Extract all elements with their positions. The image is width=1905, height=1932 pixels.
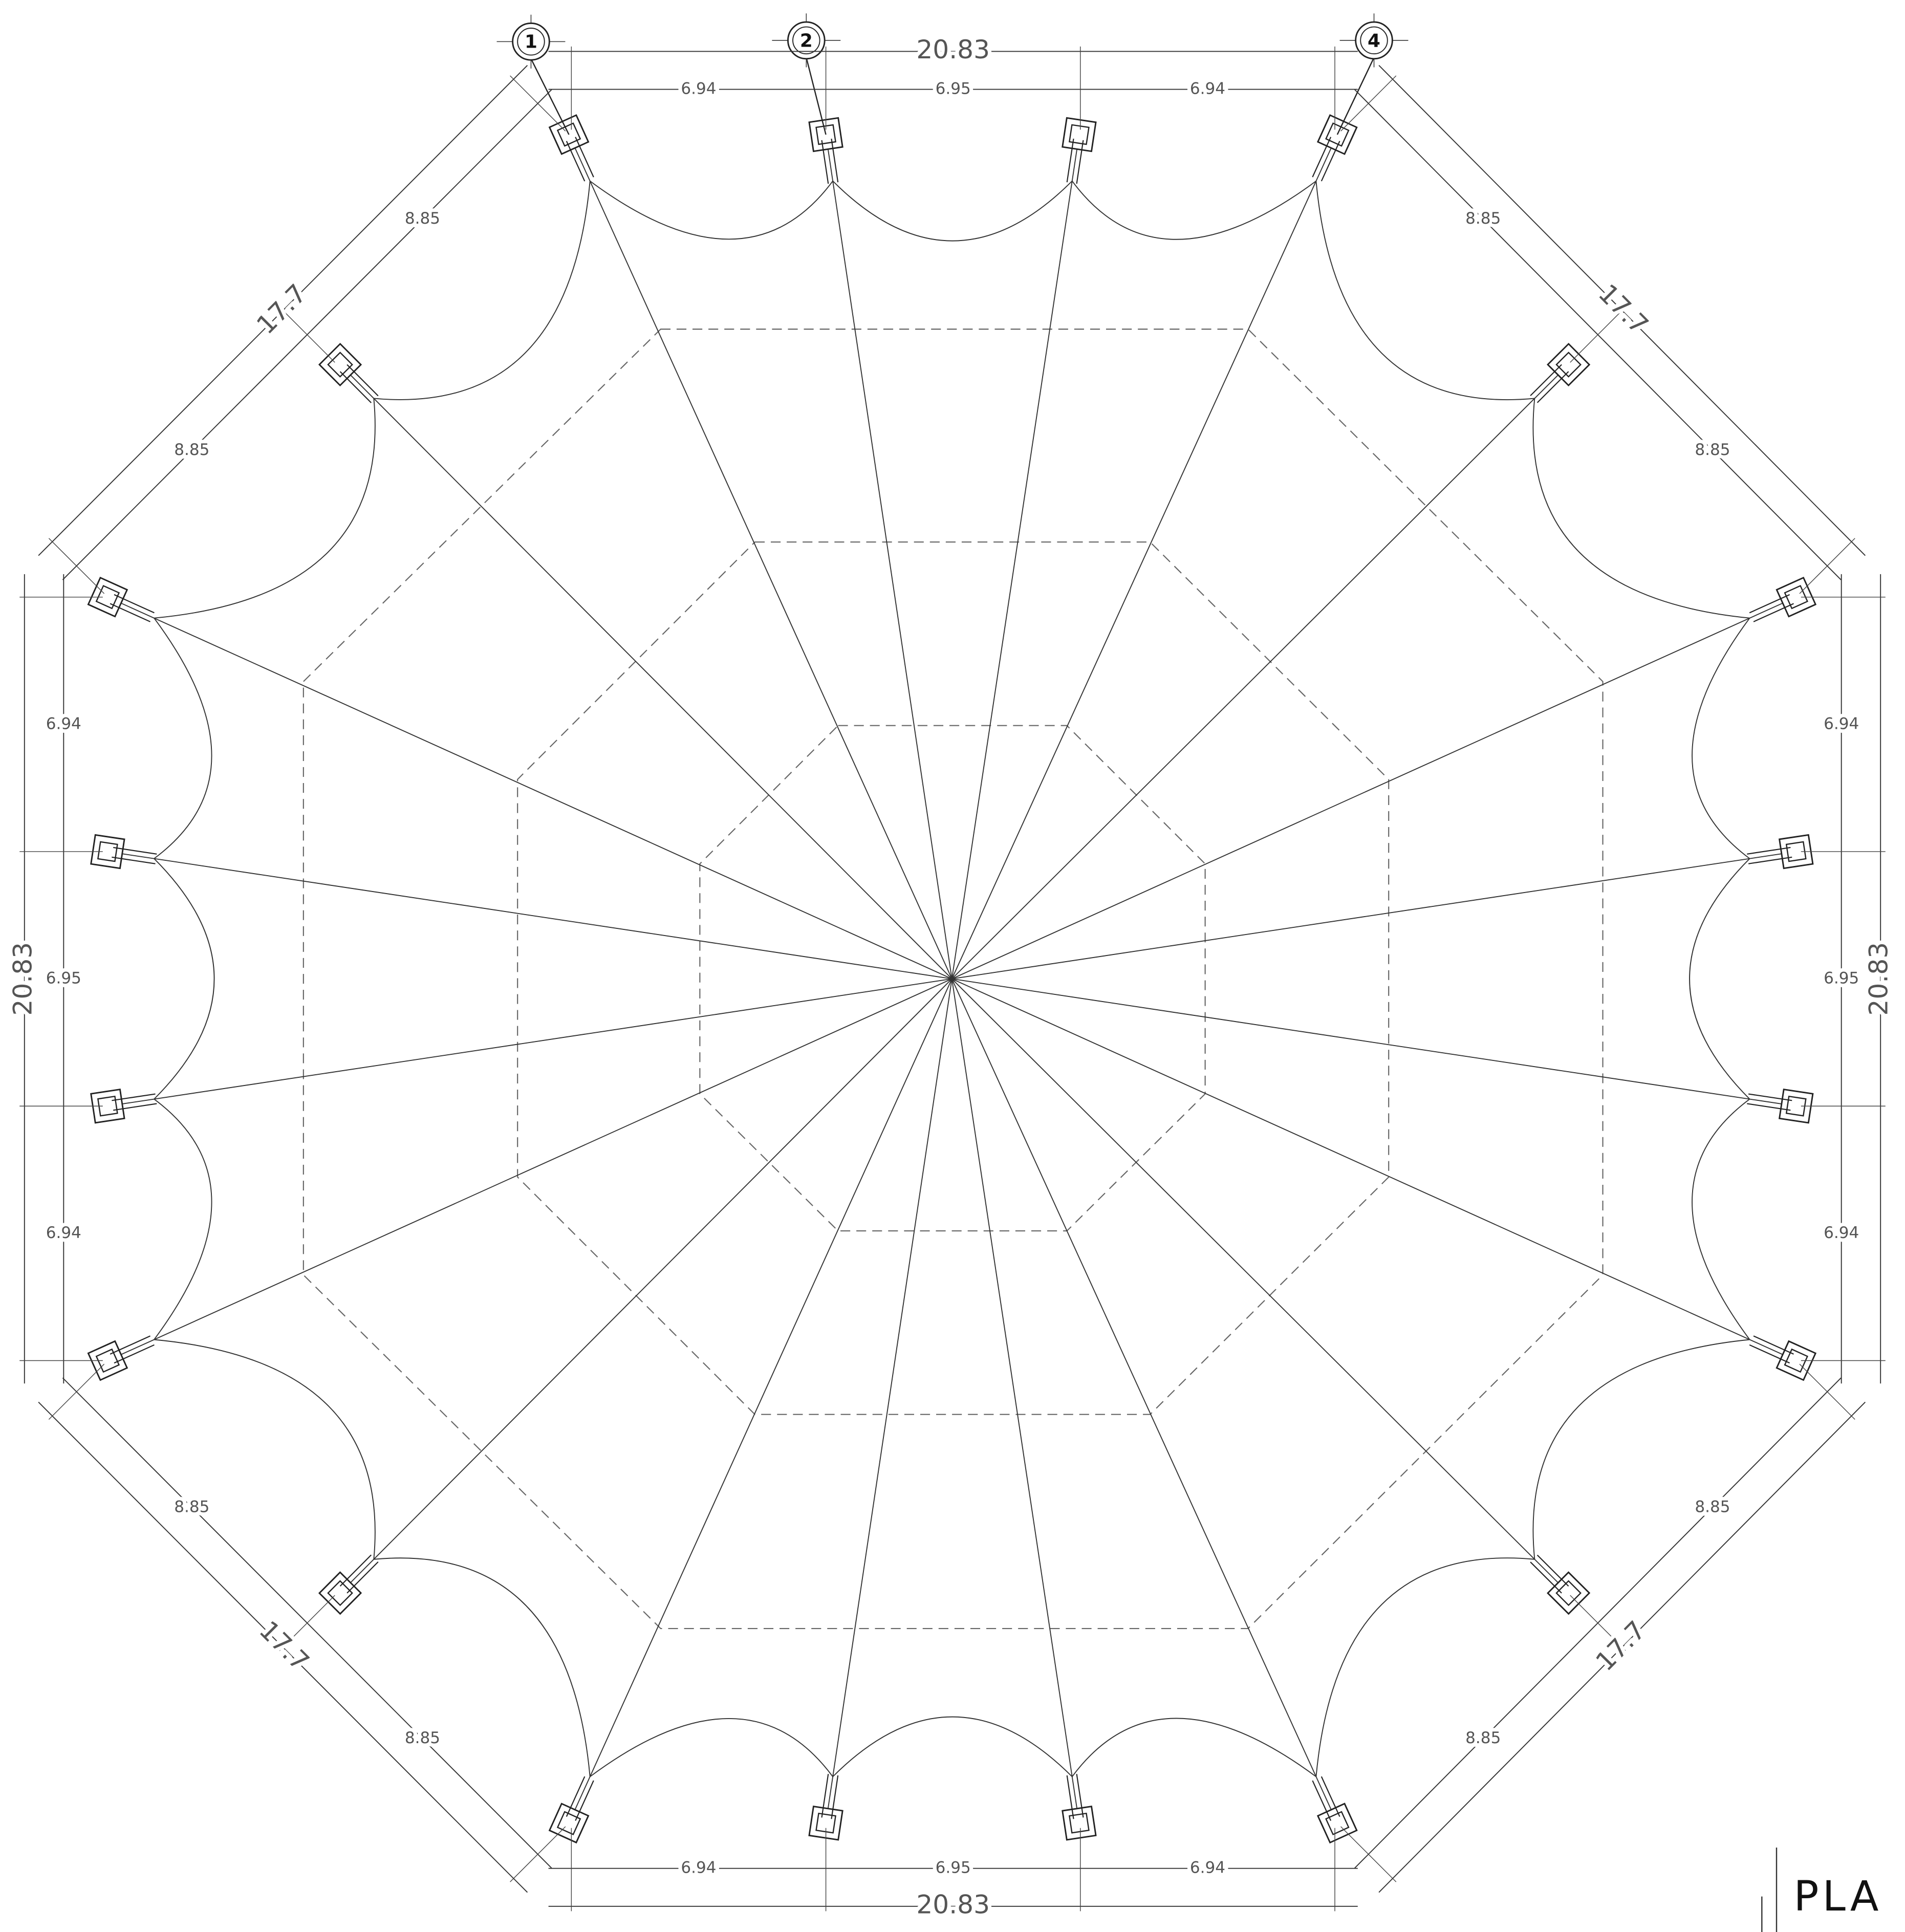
- segment-label: 8.85: [1465, 1729, 1501, 1747]
- segment-label: 8.85: [1465, 209, 1501, 228]
- roof-plan: PLA 1 2 4 6.94 6.95 6.94 20.83 6.94 6.95 6.94 20.8…: [0, 0, 1905, 1932]
- segment-label: 8.85: [1695, 441, 1730, 459]
- grid-marker: 4: [1368, 30, 1380, 51]
- title-fragment: PLA: [1793, 1873, 1882, 1921]
- segment-label: 8.85: [174, 441, 209, 459]
- post-base: [1063, 118, 1096, 151]
- segment-label: 6.94: [1824, 714, 1859, 733]
- segment-label: 8.85: [174, 1497, 209, 1516]
- overall-label: 20.83: [7, 942, 37, 1016]
- segment-label: 8.85: [405, 1729, 440, 1747]
- segment-label: 6.95: [936, 80, 971, 98]
- segment-label: 8.85: [1695, 1497, 1730, 1516]
- segment-label: 6.94: [681, 1859, 716, 1877]
- segment-label: 6.94: [46, 714, 81, 733]
- overall-label: 20.83: [916, 1889, 990, 1919]
- overall-label: 20.83: [1864, 942, 1894, 1016]
- post-base: [1063, 1807, 1096, 1840]
- segment-label: 6.94: [1824, 1224, 1859, 1242]
- segment-label: 6.94: [1190, 80, 1225, 98]
- segment-label: 6.95: [936, 1859, 971, 1877]
- segment-label: 6.95: [46, 969, 81, 988]
- segment-label: 6.95: [1824, 969, 1859, 988]
- segment-label: 6.94: [46, 1224, 81, 1242]
- segment-label: 6.94: [1190, 1859, 1225, 1877]
- segment-label: 8.85: [405, 209, 440, 228]
- overall-label: 20.83: [916, 34, 990, 64]
- segment-label: 6.94: [681, 80, 716, 98]
- grid-marker: 2: [800, 30, 813, 51]
- grid-marker: 1: [525, 32, 537, 53]
